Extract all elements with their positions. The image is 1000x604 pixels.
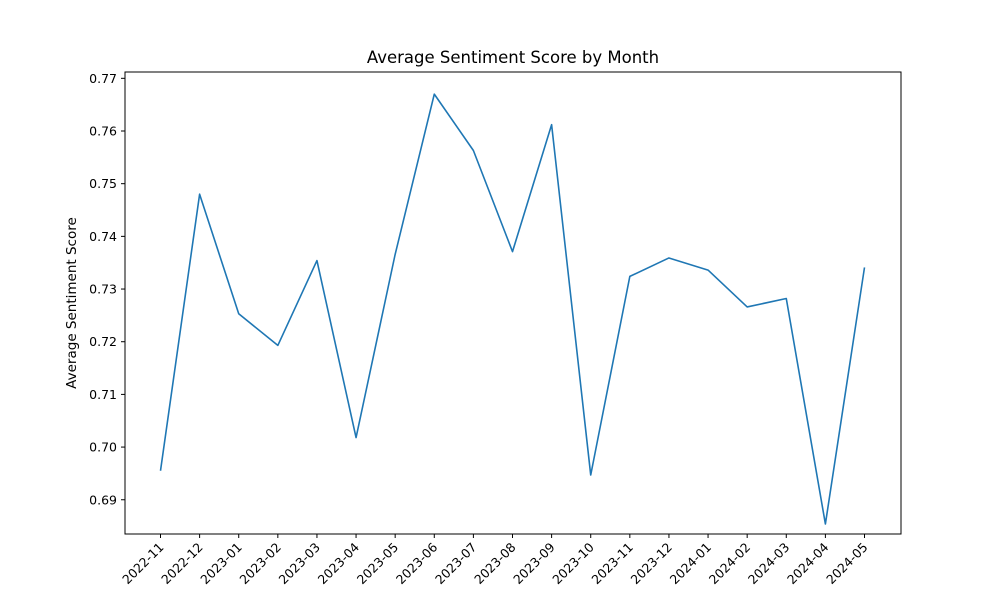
x-tick-label: 2023-05 — [354, 540, 402, 588]
plot-frame — [124, 71, 902, 535]
y-tick-label: 0.69 — [89, 492, 117, 507]
y-tick-label: 0.77 — [89, 71, 117, 86]
x-tick-label: 2024-01 — [667, 540, 715, 588]
x-tick-label: 2023-04 — [315, 539, 363, 587]
x-tick-label: 2022-12 — [158, 540, 206, 588]
x-tick-label: 2023-08 — [471, 539, 519, 587]
x-tick-label: 2023-07 — [432, 540, 480, 588]
y-tick-label: 0.72 — [89, 334, 117, 349]
y-tick-label: 0.70 — [89, 440, 117, 455]
x-tick-label: 2023-06 — [393, 539, 441, 587]
x-tick-label: 2023-09 — [510, 539, 558, 587]
x-tick-label: 2023-11 — [588, 540, 636, 588]
x-tick-label: 2024-03 — [745, 540, 793, 588]
x-tick-label: 2024-02 — [706, 540, 754, 588]
series-line — [159, 93, 866, 525]
x-tick-label: 2023-01 — [197, 540, 245, 588]
y-tick-label: 0.75 — [89, 176, 117, 191]
chart-title: Average Sentiment Score by Month — [367, 48, 659, 67]
x-tick-label: 2022-11 — [119, 540, 167, 588]
x-tick-label: 2024-04 — [784, 539, 832, 587]
y-axis: 0.69 0.70 0.71 0.72 0.73 0.74 0.75 0.76 0.77 — [89, 71, 125, 507]
x-tick-label: 2023-12 — [628, 540, 676, 588]
x-tick-label: 2023-10 — [549, 539, 597, 587]
y-tick-label: 0.76 — [89, 124, 117, 139]
y-tick-label: 0.71 — [89, 387, 117, 402]
series-layer — [159, 93, 866, 525]
x-tick-label: 2024-05 — [823, 540, 871, 588]
y-axis-label: Average Sentiment Score — [64, 217, 80, 389]
x-tick-label: 2023-03 — [276, 540, 324, 588]
y-tick-label: 0.74 — [89, 229, 117, 244]
y-tick-label: 0.73 — [89, 282, 117, 297]
x-axis: 2022-112022-122023-012023-022023-032023-… — [119, 534, 871, 587]
x-tick-label: 2023-02 — [236, 540, 284, 588]
